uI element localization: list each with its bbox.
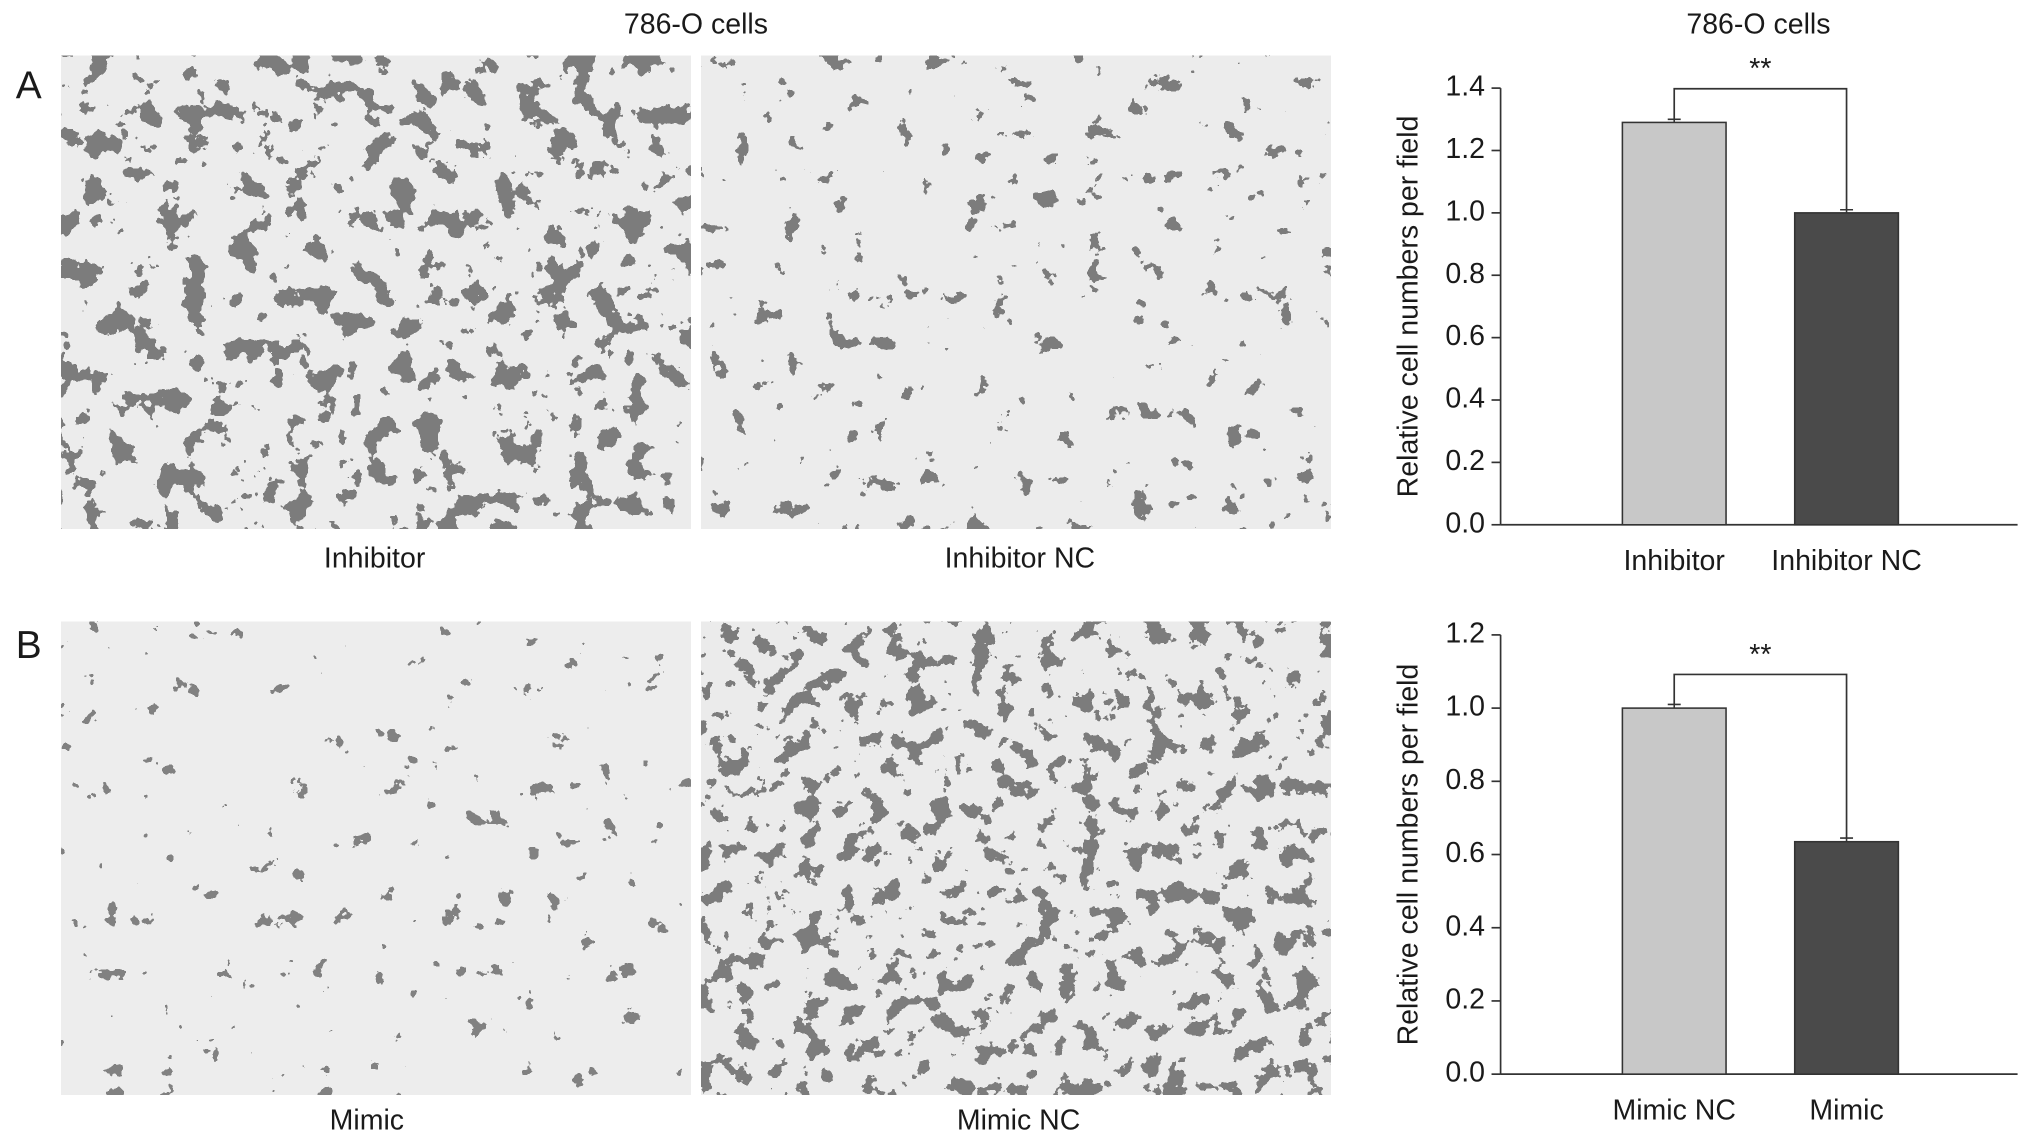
significance-label: **	[1749, 639, 1771, 671]
image-caption: Mimic	[330, 1105, 404, 1137]
image-caption: Mimic NC	[957, 1105, 1080, 1137]
significance-label: **	[1749, 53, 1771, 85]
micrograph	[61, 621, 691, 1095]
y-tick-label: 1.4	[1445, 71, 1485, 103]
error-bar	[1840, 837, 1854, 842]
y-tick-label: 0.6	[1445, 320, 1485, 352]
x-tick-label: Inhibitor NC	[1771, 545, 1921, 577]
bar	[1621, 121, 1727, 526]
micrograph	[61, 55, 691, 529]
bar	[1793, 212, 1900, 526]
x-tick-label: Inhibitor	[1624, 545, 1726, 577]
y-tick-label: 0.4	[1445, 910, 1485, 942]
significance-bracket	[1673, 87, 1848, 209]
panel-title: 786-O cells	[624, 8, 768, 40]
x-tick-label: Mimic NC	[1612, 1094, 1735, 1126]
error-bar	[1667, 118, 1681, 123]
significance-bracket	[1673, 673, 1848, 838]
y-tick-label: 0.2	[1445, 983, 1485, 1015]
y-axis-label: Relative cell numbers per field	[1392, 116, 1424, 498]
x-tick-label: Mimic	[1809, 1094, 1883, 1126]
y-axis-label: Relative cell numbers per field	[1392, 664, 1424, 1046]
y-tick-label: 0.4	[1445, 383, 1485, 415]
y-tick-label: 0.8	[1445, 764, 1485, 796]
y-tick-label: 1.2	[1445, 133, 1485, 165]
panel-label: B	[16, 624, 42, 667]
panel-label: A	[16, 64, 42, 107]
y-tick-label: 0.0	[1445, 507, 1485, 539]
error-bar	[1840, 208, 1854, 213]
micrograph	[701, 621, 1331, 1095]
micrograph	[701, 55, 1331, 529]
chart-title: 786-O cells	[1686, 8, 1830, 40]
y-tick-label: 1.2	[1445, 617, 1485, 649]
y-tick-label: 0.6	[1445, 837, 1485, 869]
y-tick-label: 0.2	[1445, 445, 1485, 477]
bar	[1621, 707, 1727, 1075]
y-tick-label: 0.8	[1445, 258, 1485, 290]
y-tick-label: 1.0	[1445, 691, 1485, 723]
image-caption: Inhibitor NC	[945, 542, 1095, 574]
error-bar	[1667, 703, 1681, 709]
bar	[1793, 840, 1900, 1075]
y-tick-label: 1.0	[1445, 195, 1485, 227]
image-caption: Inhibitor	[324, 542, 426, 574]
y-tick-label: 0.0	[1445, 1057, 1485, 1089]
